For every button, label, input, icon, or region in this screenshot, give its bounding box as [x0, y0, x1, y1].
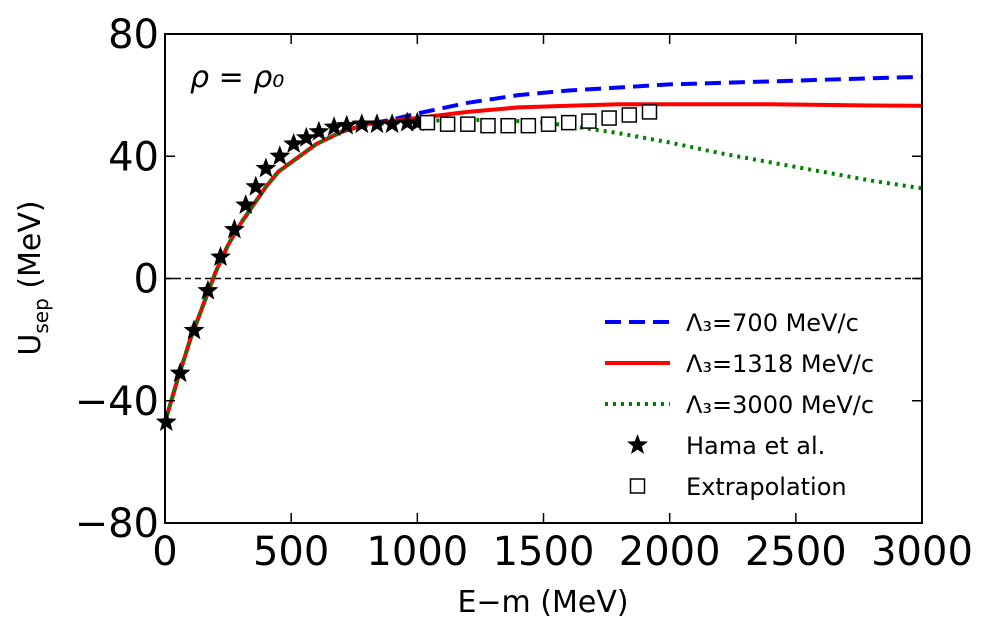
x-tick-label-1: 500	[253, 529, 329, 575]
star-point-0	[155, 411, 177, 431]
y-tick-label-2: 0	[134, 257, 159, 303]
star-point-17	[381, 113, 403, 134]
square-point-9	[601, 110, 617, 126]
star-point-19	[406, 111, 428, 132]
star-point-1	[169, 362, 191, 383]
y-axis-title-unit: (MeV)	[13, 200, 48, 298]
square-point-2	[460, 116, 476, 132]
x-tick-label-4: 2000	[619, 529, 721, 575]
y-axis-title-sub: sep	[29, 298, 53, 333]
markers-layer	[155, 104, 658, 431]
star-point-14	[336, 114, 358, 135]
legend-label-3: Hama et al.	[686, 432, 825, 460]
legend-label-2: Λ₃=3000 MeV/c	[686, 391, 874, 419]
series-line-1	[163, 102, 923, 423]
lines-layer	[163, 74, 923, 423]
x-tick-label-6: 3000	[871, 529, 973, 575]
legend: Λ₃=700 MeV/c Λ₃=1318 MeV/c Λ₃=3000 MeV/c Ha…	[605, 309, 874, 501]
star-point-18	[396, 111, 418, 132]
square-point-10	[621, 107, 638, 123]
x-tick-label-5: 2500	[745, 529, 847, 575]
square-point-1	[439, 116, 456, 132]
legend-swatch-4	[629, 478, 646, 494]
legend-label-0: Λ₃=700 MeV/c	[686, 309, 859, 337]
y-tick-label-0: −80	[75, 501, 159, 547]
square-point-5	[520, 117, 537, 134]
density-annotation: ρ = ρ₀	[190, 60, 284, 95]
star-point-5	[223, 218, 245, 239]
star-point-15	[351, 113, 373, 134]
square-point-8	[581, 113, 597, 129]
y-axis-title: Usep (MeV)	[13, 200, 53, 355]
star-point-2	[183, 319, 205, 340]
star-point-3	[197, 279, 219, 300]
star-point-10	[283, 133, 305, 153]
axes-layer: 0 500 1000 1500 2000 2500 3000 −80 −40 0 40 80	[75, 12, 973, 575]
square-point-7	[560, 114, 577, 131]
star-point-16	[366, 113, 388, 134]
square-point-11	[641, 104, 658, 120]
star-point-4	[210, 246, 231, 266]
star-point-13	[323, 116, 345, 137]
legend-label-1: Λ₃=1318 MeV/c	[686, 350, 874, 378]
y-tick-label-3: 40	[108, 134, 159, 180]
star-point-9	[269, 145, 291, 166]
star-point-7	[245, 175, 267, 196]
series-line-2	[163, 117, 923, 423]
x-tick-label-3: 1500	[493, 529, 595, 575]
x-tick-label-2: 1000	[366, 529, 468, 575]
x-axis-title: E−m (MeV)	[457, 585, 628, 620]
x-tick-label-0: 0	[152, 529, 177, 575]
y-axis-title-main: U	[13, 334, 48, 356]
square-point-3	[480, 117, 496, 134]
square-point-6	[540, 116, 557, 132]
legend-swatch-3	[627, 434, 648, 454]
star-point-12	[308, 120, 330, 141]
legend-label-4: Extrapolation	[686, 473, 847, 501]
y-tick-label-1: −40	[75, 379, 159, 425]
star-point-8	[255, 157, 277, 178]
y-tick-label-4: 80	[108, 12, 159, 58]
star-point-6	[235, 194, 257, 214]
star-point-11	[295, 126, 317, 147]
square-point-0	[419, 114, 436, 131]
square-point-4	[500, 117, 516, 134]
